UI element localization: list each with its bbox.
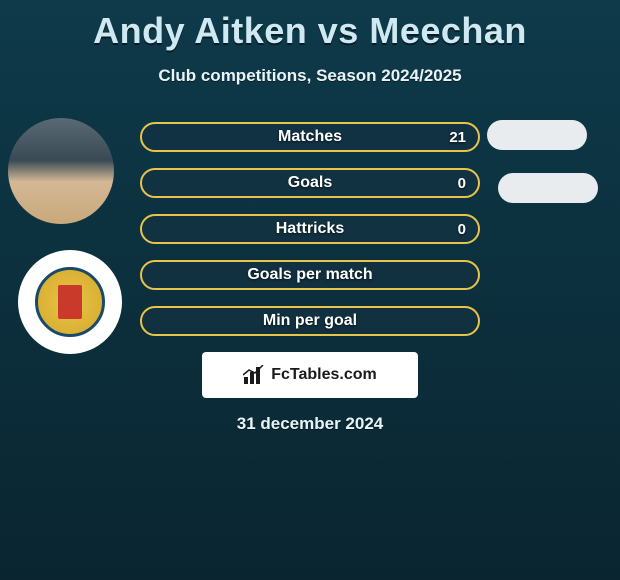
stat-value-left: 21 — [449, 129, 466, 146]
page-title: Andy Aitken vs Meechan — [0, 0, 620, 52]
stat-row-hattricks: Hattricks 0 — [140, 214, 480, 244]
stat-row-goals-per-match: Goals per match — [140, 260, 480, 290]
stat-label: Hattricks — [276, 220, 344, 238]
stat-row-min-per-goal: Min per goal — [140, 306, 480, 336]
crest-graphic — [35, 267, 105, 337]
stat-label: Goals per match — [247, 266, 372, 284]
stat-bars: Matches 21 Goals 0 Hattricks 0 Goals per… — [140, 122, 480, 336]
subtitle: Club competitions, Season 2024/2025 — [0, 66, 620, 86]
comparison-panel: Matches 21 Goals 0 Hattricks 0 Goals per… — [0, 122, 620, 336]
stat-row-matches: Matches 21 — [140, 122, 480, 152]
right-pill-matches — [487, 120, 587, 150]
brand-text: FcTables.com — [271, 366, 377, 384]
club-crest — [18, 250, 122, 354]
brand-badge[interactable]: FcTables.com — [202, 352, 418, 398]
stat-row-goals: Goals 0 — [140, 168, 480, 198]
chart-icon — [243, 365, 265, 385]
right-pill-goals — [498, 173, 598, 203]
stat-value-left: 0 — [458, 175, 466, 192]
stat-value-left: 0 — [458, 221, 466, 238]
date-text: 31 december 2024 — [0, 414, 620, 434]
stat-label: Goals — [288, 174, 332, 192]
player-avatar — [8, 118, 114, 224]
stat-label: Min per goal — [263, 312, 357, 330]
stat-label: Matches — [278, 128, 342, 146]
